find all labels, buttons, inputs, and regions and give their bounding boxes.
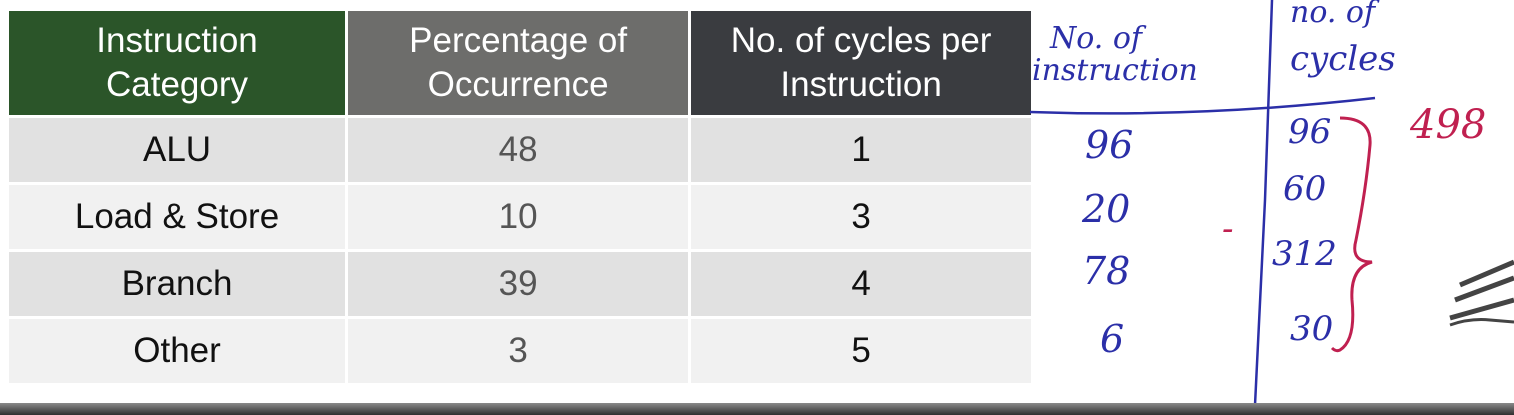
header-line: Percentage of [409,21,628,60]
cycles-cell: 4 [691,252,1031,316]
note-header-underline [1029,96,1376,115]
note-col1-header-line2: instruction [1032,53,1198,88]
cycles-cell: 1 [691,118,1031,182]
note-instruction-count: 78 [1082,249,1130,293]
instruction-mix-table-container: Instruction Category Percentage of Occurre… [6,8,1034,386]
note-dash-mark: - [1222,209,1234,249]
category-cell: Branch [9,252,346,316]
table-header-row: Instruction Category Percentage of Occurre… [9,11,1031,115]
percentage-cell: 10 [348,185,689,249]
note-instruction-count: 96 [1085,123,1133,167]
note-cycle-count: 96 [1288,112,1331,152]
note-col1-header-line1: No. of [1049,21,1147,56]
header-line: Occurrence [427,65,609,104]
note-cycle-count: 60 [1283,169,1326,209]
header-line: Instruction [780,65,942,104]
note-cycle-count: 312 [1272,234,1337,274]
note-instruction-count: 20 [1081,187,1130,231]
note-column-divider [1253,0,1274,406]
cycles-cell: 5 [691,319,1031,383]
note-cycle-count: 30 [1290,309,1333,349]
note-instruction-count: 6 [1100,317,1124,361]
instruction-mix-table: Instruction Category Percentage of Occurre… [6,8,1034,386]
header-instruction-category: Instruction Category [9,11,346,115]
percentage-cell: 48 [348,118,689,182]
category-cell: Load & Store [9,185,346,249]
note-col2-header-line2: cycles [1290,39,1396,79]
header-line: No. of cycles per [730,21,992,60]
partial-drawing-outline [1449,318,1514,327]
table-row: Other 3 5 [9,319,1031,383]
header-cycles-per-instruction: No. of cycles per Instruction [691,11,1031,115]
note-sum-brace [1330,116,1373,353]
category-cell: ALU [9,118,346,182]
header-line: Category [106,65,249,104]
table-row: Load & Store 10 3 [9,185,1031,249]
table-row: Branch 39 4 [9,252,1031,316]
percentage-cell: 3 [348,319,689,383]
table-row: ALU 48 1 [9,118,1031,182]
bottom-bezel [0,403,1514,415]
category-cell: Other [9,319,346,383]
note-col2-header-line1: no. of [1290,0,1380,30]
cycles-cell: 3 [691,185,1031,249]
note-total: 498 [1409,102,1486,148]
header-line: Instruction [96,21,258,60]
percentage-cell: 39 [348,252,689,316]
header-percentage-occurrence: Percentage of Occurrence [348,11,689,115]
partial-drawing-icon [1449,259,1514,321]
